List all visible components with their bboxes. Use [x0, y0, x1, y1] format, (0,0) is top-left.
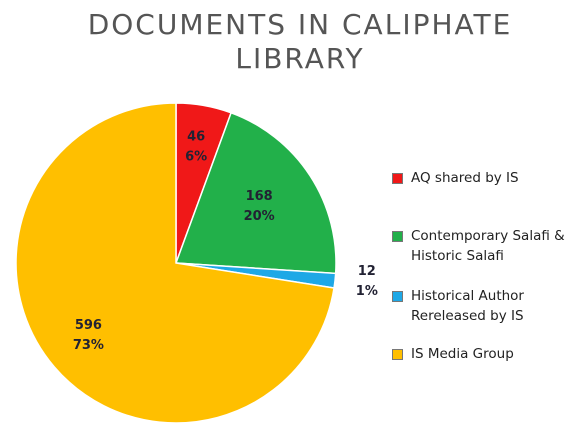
- legend-swatch: [392, 173, 403, 184]
- legend-label: IS Media Group: [411, 346, 514, 362]
- legend-label: AQ shared by IS: [411, 170, 519, 186]
- percent-label: 1%: [356, 284, 378, 299]
- percent-label: 73%: [73, 338, 104, 353]
- pie-slice: [15, 102, 335, 424]
- legend-item: Contemporary Salafi & Historic Salafi: [392, 226, 582, 266]
- chart-title: DOCUMENTS IN CALIPHATE LIBRARY: [87, 8, 513, 75]
- percent-label: 20%: [244, 209, 275, 224]
- pie-slice: [174, 111, 337, 275]
- legend-item: IS Media Group: [392, 344, 582, 364]
- percent-label: 6%: [185, 150, 207, 165]
- legend-label: Contemporary Salafi & Historic Salafi: [411, 228, 565, 264]
- legend-item: Historical Author Rereleased by IS: [392, 286, 582, 326]
- value-label: 12: [358, 264, 376, 279]
- value-label: 596: [75, 318, 102, 333]
- legend-swatch: [392, 291, 403, 302]
- legend-item: AQ shared by IS: [392, 168, 582, 188]
- legend-swatch: [392, 231, 403, 242]
- legend-swatch: [392, 349, 403, 360]
- value-label: 46: [187, 130, 205, 145]
- value-label: 168: [246, 189, 273, 204]
- legend-label: Historical Author Rereleased by IS: [411, 288, 524, 324]
